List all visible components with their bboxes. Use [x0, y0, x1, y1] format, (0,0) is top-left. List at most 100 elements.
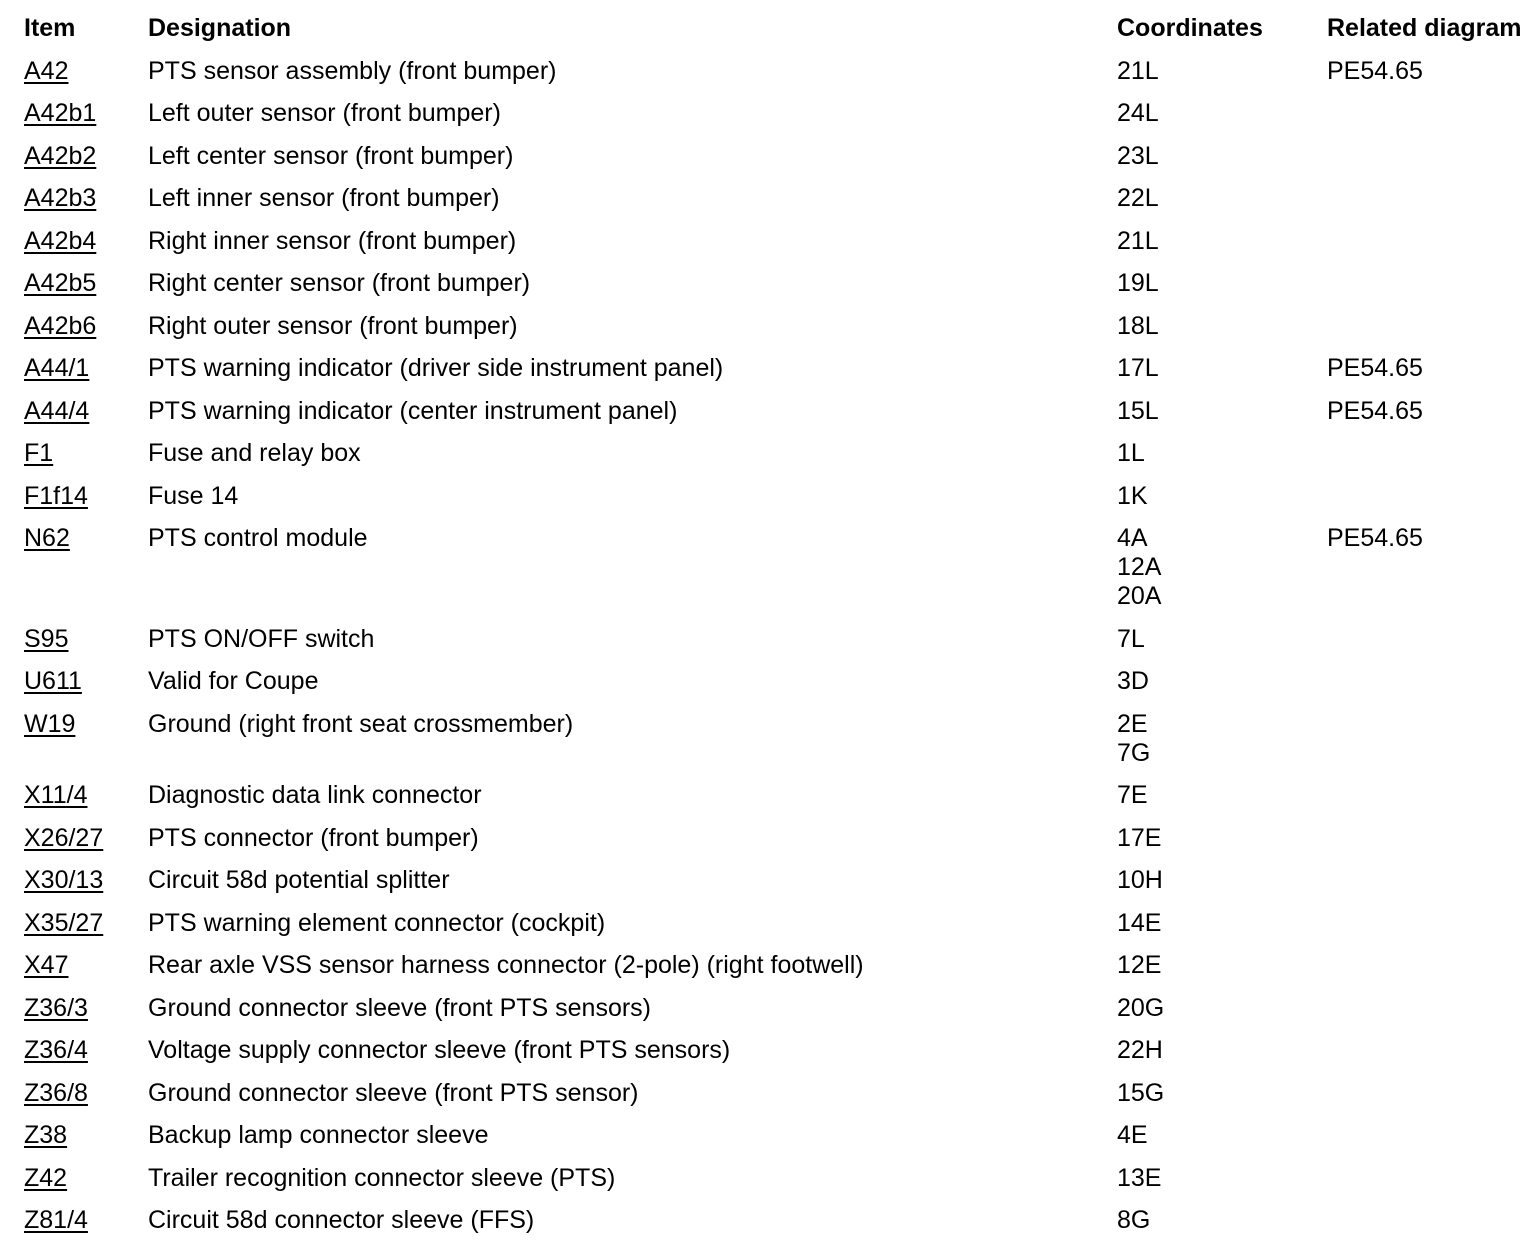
item-code-link[interactable]: Z36/3	[24, 993, 88, 1022]
coordinate-value: 4E	[1117, 1121, 1148, 1149]
item-code-link[interactable]: U611	[24, 667, 82, 695]
coordinate-value: 7E	[1117, 781, 1148, 809]
item-code-link[interactable]: A44/4	[24, 396, 90, 425]
designation-text: PTS connector (front bumper)	[148, 823, 479, 852]
designation-text: Right inner sensor (front bumper)	[148, 226, 517, 255]
related-diagram-ref: PE54.65	[1327, 524, 1423, 552]
coordinate-value: 20G	[1117, 993, 1165, 1022]
coordinate-value: 14E	[1117, 908, 1162, 937]
coordinates-cell: 24L	[1117, 99, 1327, 128]
coordinate-value: 7L	[1117, 624, 1145, 653]
item-code-link[interactable]: X11/4	[24, 781, 88, 809]
item-code-link[interactable]: X30/13	[24, 866, 104, 894]
table-row: A44/1 PTS warning indicator (driver side…	[24, 354, 1536, 383]
item-code-link[interactable]: X35/27	[24, 908, 104, 937]
coordinate-value: 19L	[1117, 269, 1159, 297]
coordinate-value: 21L	[1117, 56, 1159, 85]
coordinates-cell: 15L	[1117, 397, 1327, 426]
item-code-link[interactable]: A42b6	[24, 311, 97, 340]
table-row: X30/13 Circuit 58d potential splitter 10…	[24, 866, 1536, 895]
designation-text: Ground (right front seat crossmember)	[148, 709, 574, 738]
table-row: Z36/8 Ground connector sleeve (front PTS…	[24, 1079, 1536, 1108]
table-row: A42b3 Left inner sensor (front bumper) 2…	[24, 184, 1536, 213]
table-row: X26/27 PTS connector (front bumper) 17E	[24, 824, 1536, 853]
coordinates-cell: 21L	[1117, 57, 1327, 86]
coordinate-value: 22L	[1117, 184, 1159, 212]
item-code-link[interactable]: Z36/8	[24, 1078, 88, 1107]
table-row: F1 Fuse and relay box 1L	[24, 439, 1536, 468]
table-row: X11/4 Diagnostic data link connector 7E	[24, 781, 1536, 810]
coordinate-value: 2E	[1117, 709, 1148, 738]
item-code-link[interactable]: Z38	[24, 1121, 68, 1149]
coordinates-cell: 8G	[1117, 1206, 1327, 1235]
designation-text: Trailer recognition connector sleeve (PT…	[148, 1163, 616, 1192]
table-row: A42 PTS sensor assembly (front bumper) 2…	[24, 57, 1536, 86]
table-row: X35/27 PTS warning element connector (co…	[24, 909, 1536, 938]
table-row: W19 Ground (right front seat crossmember…	[24, 710, 1536, 768]
item-code-link[interactable]: F1f14	[24, 481, 88, 510]
coordinates-cell: 17L	[1117, 354, 1327, 383]
table-row: A44/4 PTS warning indicator (center inst…	[24, 397, 1536, 426]
item-code-link[interactable]: A42b4	[24, 226, 97, 255]
coordinates-cell: 22L	[1117, 184, 1327, 213]
item-code-link[interactable]: S95	[24, 624, 69, 653]
item-code-link[interactable]: A42	[24, 56, 69, 85]
coordinate-value: 1K	[1117, 481, 1148, 510]
coordinates-cell: 2E 7G	[1117, 710, 1327, 768]
coordinates-cell: 17E	[1117, 824, 1327, 853]
item-code-link[interactable]: Z81/4	[24, 1206, 88, 1234]
designation-text: Right center sensor (front bumper)	[148, 269, 531, 297]
coordinate-value: 22H	[1117, 1036, 1163, 1064]
item-code-link[interactable]: W19	[24, 709, 76, 738]
item-code-link[interactable]: A42b1	[24, 99, 97, 127]
item-code-link[interactable]: X47	[24, 951, 69, 979]
item-code-link[interactable]: A44/1	[24, 354, 90, 382]
designation-text: Fuse and relay box	[148, 439, 361, 467]
coordinates-cell: 22H	[1117, 1036, 1327, 1065]
coordinate-value: 17L	[1117, 354, 1159, 382]
coordinate-value: 24L	[1117, 99, 1159, 127]
coordinates-cell: 1L	[1117, 439, 1327, 468]
table-row: A42b4 Right inner sensor (front bumper) …	[24, 227, 1536, 256]
designation-text: PTS warning indicator (driver side instr…	[148, 354, 724, 382]
coordinates-cell: 13E	[1117, 1164, 1327, 1193]
coordinate-value: 13E	[1117, 1163, 1162, 1192]
designation-text: Backup lamp connector sleeve	[148, 1121, 489, 1149]
related-diagram-ref: PE54.65	[1327, 396, 1423, 425]
item-code-link[interactable]: N62	[24, 524, 70, 552]
table-row: N62 PTS control module 4A 12A 20A PE54.65	[24, 524, 1536, 611]
table-row: A42b6 Right outer sensor (front bumper) …	[24, 312, 1536, 341]
column-header-coordinates: Coordinates	[1117, 14, 1263, 42]
table-header-row: Item Designation Coordinates Related dia…	[24, 14, 1536, 43]
designation-text: PTS warning indicator (center instrument…	[148, 396, 678, 425]
designation-text: Diagnostic data link connector	[148, 781, 482, 809]
table-row: S95 PTS ON/OFF switch 7L	[24, 625, 1536, 654]
coordinates-cell: 12E	[1117, 951, 1327, 980]
table-row: A42b5 Right center sensor (front bumper)…	[24, 269, 1536, 298]
item-code-link[interactable]: Z42	[24, 1163, 68, 1192]
table-row: Z81/4 Circuit 58d connector sleeve (FFS)…	[24, 1206, 1536, 1235]
item-code-link[interactable]: Z36/4	[24, 1036, 88, 1064]
related-diagram-ref: PE54.65	[1327, 354, 1423, 382]
designation-text: Left outer sensor (front bumper)	[148, 99, 501, 127]
item-code-link[interactable]: F1	[24, 439, 54, 467]
designation-text: Circuit 58d connector sleeve (FFS)	[148, 1206, 535, 1234]
item-code-link[interactable]: A42b3	[24, 184, 97, 212]
coordinates-cell: 4A 12A 20A	[1117, 524, 1327, 611]
coordinate-value: 1L	[1117, 439, 1145, 467]
coordinates-cell: 4E	[1117, 1121, 1327, 1150]
coordinates-cell: 10H	[1117, 866, 1327, 895]
coordinate-value: 8G	[1117, 1206, 1151, 1234]
item-code-link[interactable]: X26/27	[24, 823, 104, 852]
item-code-link[interactable]: A42b2	[24, 141, 97, 170]
coordinate-value: 23L	[1117, 141, 1159, 170]
coordinate-value: 3D	[1117, 667, 1149, 695]
coordinate-value: 12E	[1117, 951, 1162, 979]
coordinates-cell: 15G	[1117, 1079, 1327, 1108]
designation-text: Ground connector sleeve (front PTS senso…	[148, 993, 652, 1022]
related-diagram-ref: PE54.65	[1327, 56, 1423, 85]
coordinate-value: 10H	[1117, 866, 1163, 894]
item-code-link[interactable]: A42b5	[24, 269, 97, 297]
column-header-related-diagram: Related diagram	[1327, 14, 1522, 42]
